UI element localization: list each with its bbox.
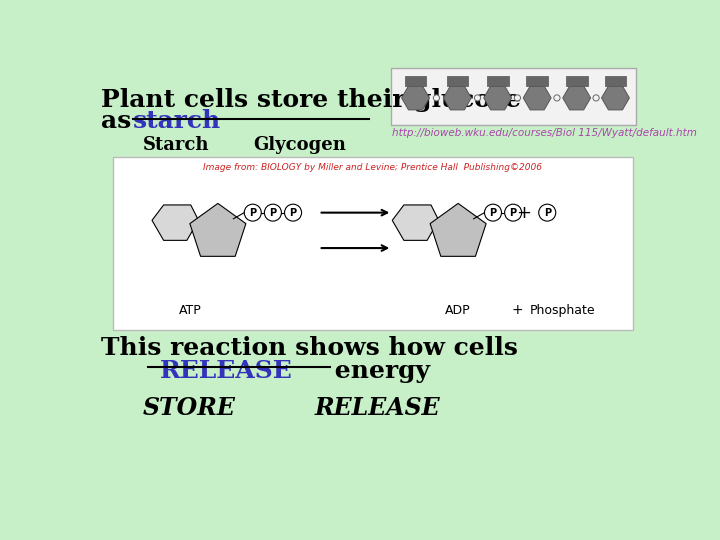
Polygon shape xyxy=(523,86,551,110)
Polygon shape xyxy=(430,204,486,256)
Polygon shape xyxy=(484,86,512,110)
Circle shape xyxy=(505,204,522,221)
Text: STORE: STORE xyxy=(143,396,235,420)
Circle shape xyxy=(554,95,560,101)
Text: P: P xyxy=(544,208,551,218)
Circle shape xyxy=(539,204,556,221)
Circle shape xyxy=(514,95,521,101)
Text: ADP: ADP xyxy=(445,303,471,316)
Text: +: + xyxy=(511,302,523,316)
Text: Phosphate: Phosphate xyxy=(530,303,595,316)
Text: Starch: Starch xyxy=(143,136,210,154)
Polygon shape xyxy=(392,205,438,240)
Circle shape xyxy=(485,204,502,221)
Text: Image from: BIOLOGY by Miller and Levine; Prentice Hall  Publishing©2006: Image from: BIOLOGY by Miller and Levine… xyxy=(203,164,542,172)
Bar xyxy=(446,76,468,85)
Bar xyxy=(526,76,548,85)
Polygon shape xyxy=(444,86,472,110)
Text: http://bioweb.wku.edu/courses/Biol 115/Wyatt/default.htm: http://bioweb.wku.edu/courses/Biol 115/W… xyxy=(392,128,697,138)
Text: RELEASE: RELEASE xyxy=(315,396,441,420)
Text: P: P xyxy=(249,208,256,218)
Circle shape xyxy=(264,204,282,221)
Circle shape xyxy=(433,95,439,101)
Polygon shape xyxy=(601,86,629,110)
Text: P: P xyxy=(510,208,517,218)
Circle shape xyxy=(593,95,599,101)
Text: RELEASE: RELEASE xyxy=(160,359,292,383)
Bar xyxy=(391,68,636,125)
Polygon shape xyxy=(563,86,590,110)
Text: +: + xyxy=(516,204,531,221)
Circle shape xyxy=(284,204,302,221)
Bar xyxy=(566,76,588,85)
Text: P: P xyxy=(490,208,497,218)
Text: ATP: ATP xyxy=(179,303,202,316)
Polygon shape xyxy=(402,86,429,110)
Text: This reaction shows how cells: This reaction shows how cells xyxy=(101,336,518,360)
Text: energy: energy xyxy=(326,359,431,383)
Text: P: P xyxy=(289,208,297,218)
Text: Glycogen: Glycogen xyxy=(253,136,346,154)
Bar xyxy=(113,157,632,330)
Bar xyxy=(605,76,626,85)
Text: P: P xyxy=(269,208,276,218)
Circle shape xyxy=(244,204,261,221)
Text: as: as xyxy=(101,110,140,133)
Text: starch: starch xyxy=(132,110,221,133)
Text: Plant cells store their glucose: Plant cells store their glucose xyxy=(101,88,521,112)
Polygon shape xyxy=(152,205,199,240)
Bar xyxy=(405,76,426,85)
Bar xyxy=(487,76,508,85)
Polygon shape xyxy=(190,204,246,256)
Circle shape xyxy=(474,95,481,101)
